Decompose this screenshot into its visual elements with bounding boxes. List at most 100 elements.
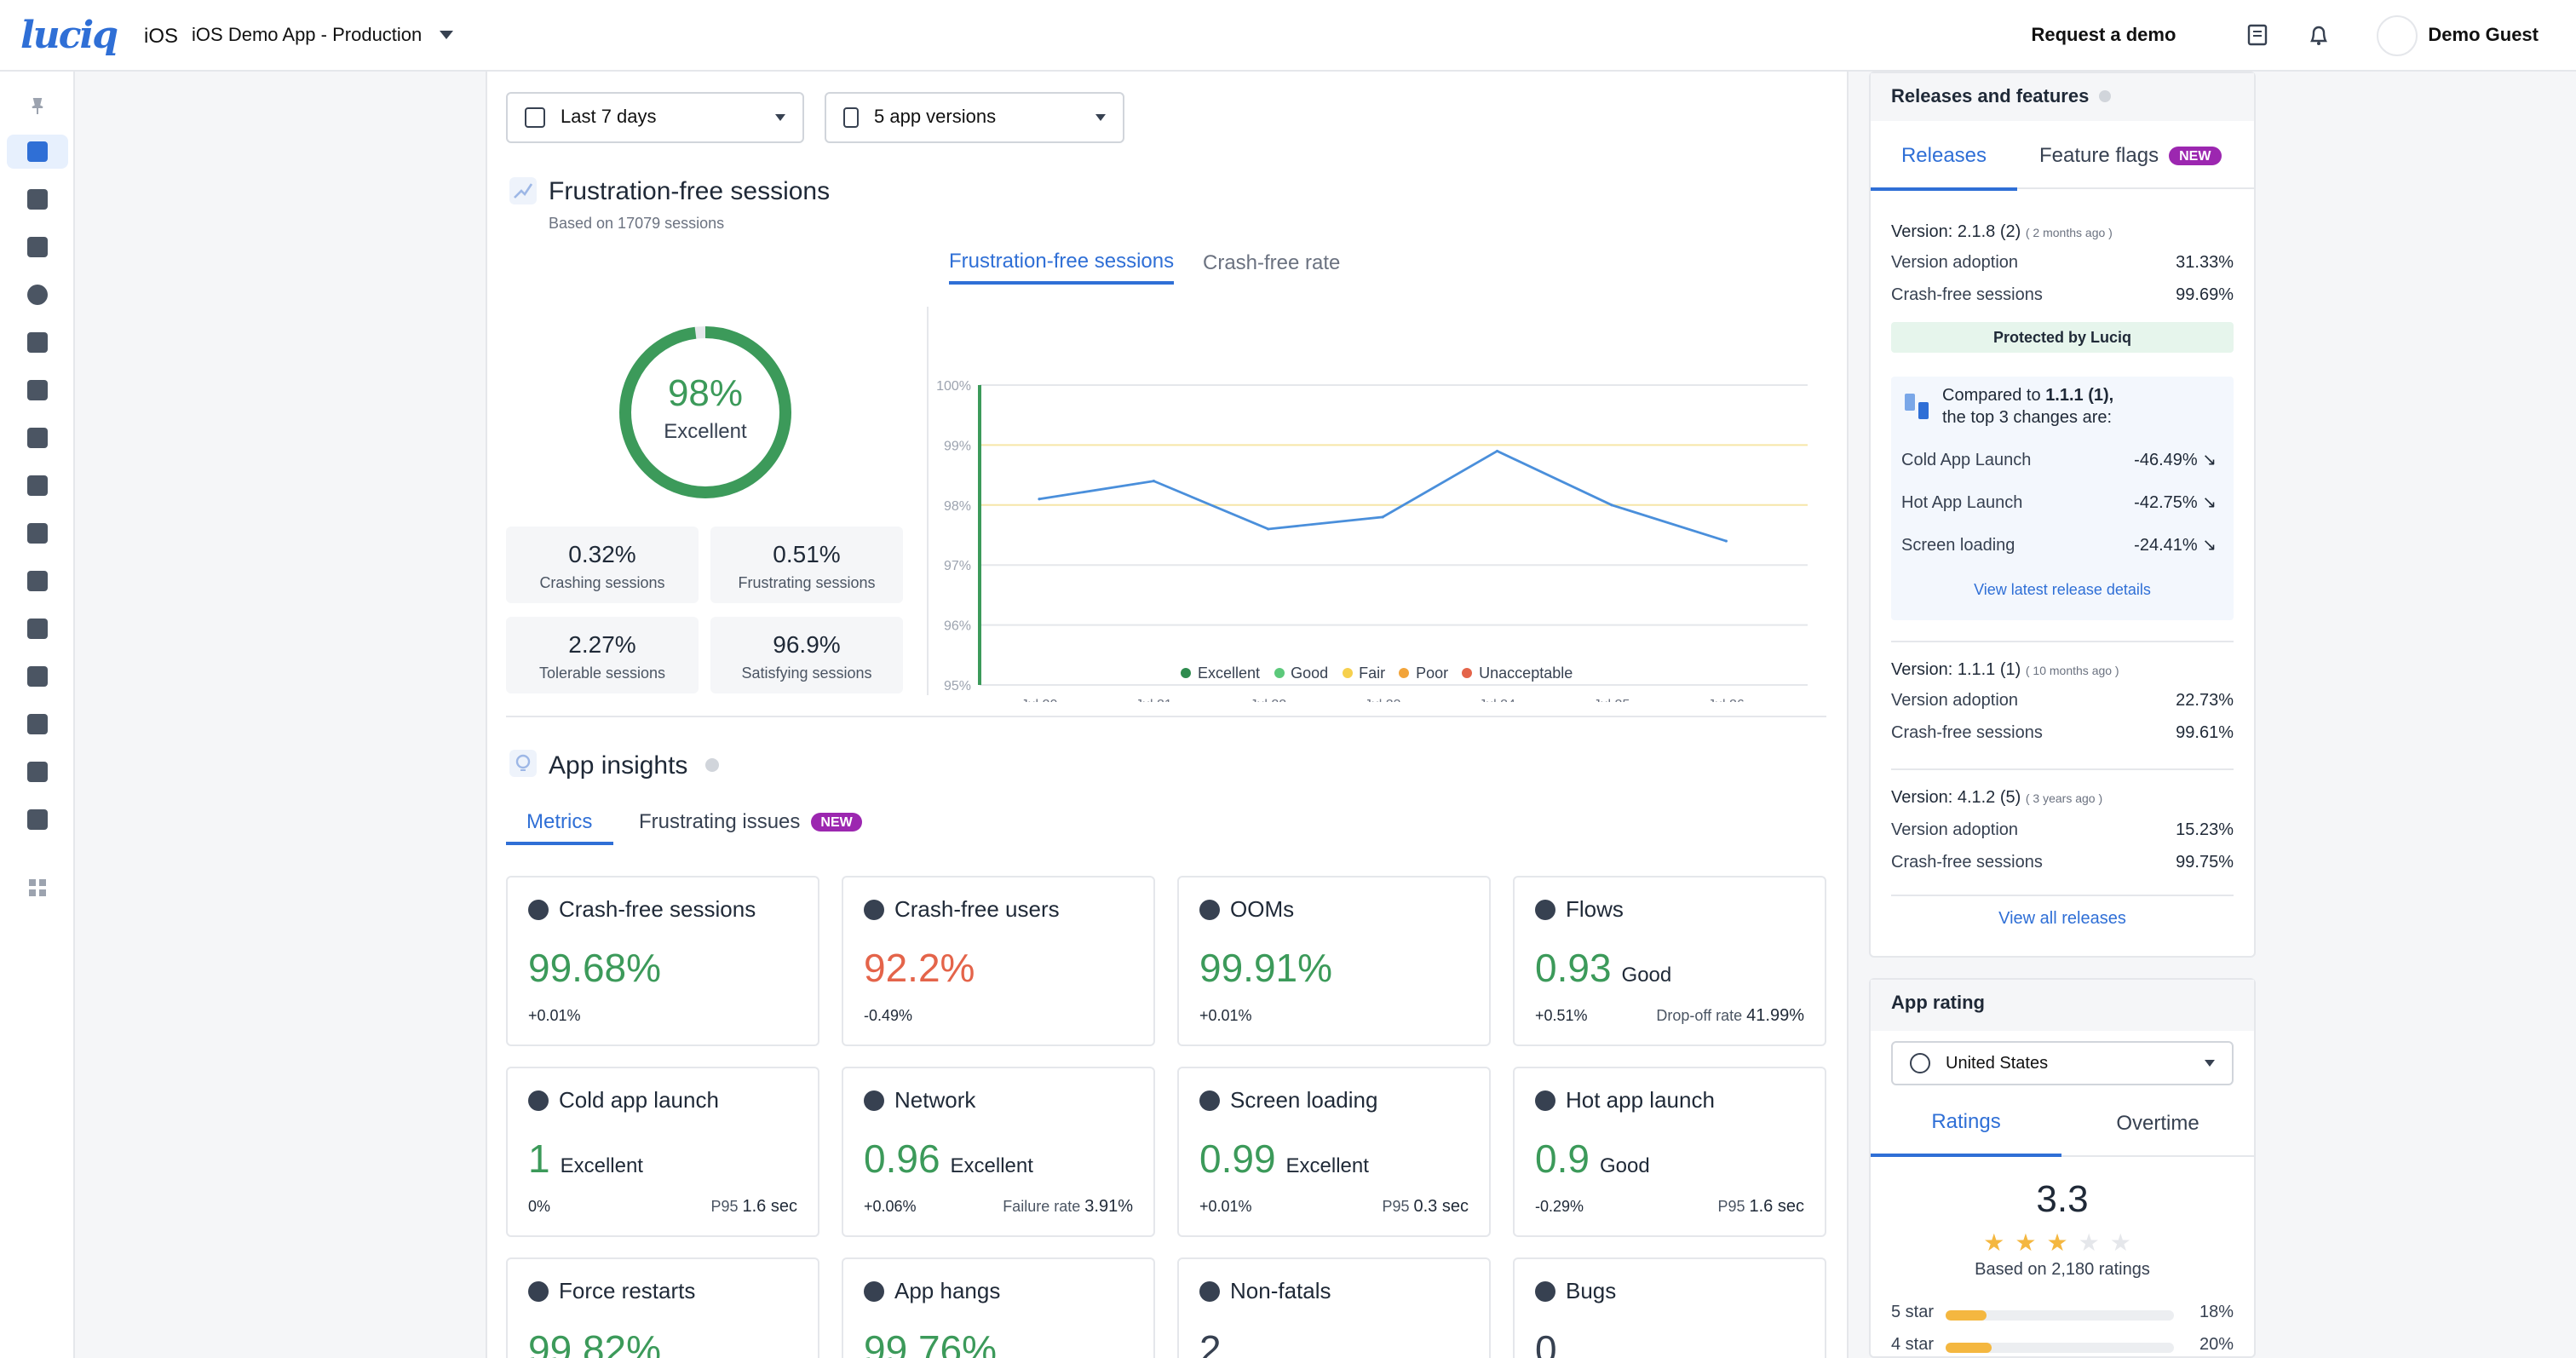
analytics-icon[interactable] (7, 755, 68, 789)
main-content: Last 7 days 5 app versions Frustration-f… (486, 72, 1849, 1358)
flows-icon[interactable] (7, 469, 68, 503)
grid-menu-icon[interactable] (7, 871, 68, 905)
metric-secondary: P95 1.6 sec (1717, 1198, 1804, 1217)
metric-card[interactable]: Bugs0New & in-progress (1513, 1257, 1826, 1358)
tab-feature-flags[interactable]: Feature flags NEW (2039, 143, 2222, 167)
users-icon[interactable] (7, 659, 68, 693)
screen-loading-icon[interactable] (7, 421, 68, 455)
metric-title: Cold app launch (528, 1087, 719, 1113)
logs-icon[interactable] (7, 707, 68, 741)
tab-releases[interactable]: Releases (1871, 143, 2017, 191)
dashboard-icon[interactable] (7, 135, 68, 169)
divider (1891, 768, 2234, 770)
y-tick-label: 97% (944, 559, 971, 573)
settings-list-icon[interactable] (7, 612, 68, 646)
feature-requests-icon[interactable] (7, 516, 68, 550)
stat-crashing: 0.32% Crashing sessions (506, 527, 699, 603)
surveys-icon[interactable] (7, 564, 68, 598)
star-icon: ★ (2046, 1229, 2079, 1256)
metric-delta: 0% (528, 1198, 551, 1215)
versions-select[interactable]: 5 app versions (825, 92, 1124, 143)
tab-overtime[interactable]: Overtime (2116, 1111, 2199, 1135)
info-icon[interactable] (705, 758, 719, 772)
request-demo-button[interactable]: Request a demo (2031, 25, 2176, 45)
platform-label: iOS (144, 23, 179, 47)
metric-card[interactable]: Screen loading 0.99 Excellent +0.01% P95 0.3… (1177, 1067, 1491, 1237)
compare-text-1: Compared to 1.1.1 (1), (1942, 387, 2114, 406)
metric-icon (864, 899, 884, 919)
metric-card[interactable]: Cold app launch 1 Excellent 0% P95 1.6 sec (506, 1067, 819, 1237)
metric-value: 99.91% (1199, 946, 1333, 990)
metric-card[interactable]: Crash-free users 92.2% -0.49% (842, 876, 1155, 1046)
ratings-count: Based on 2,180 ratings (1975, 1261, 2150, 1280)
version-adoption-row: Version adoption 15.23% (1891, 821, 2234, 840)
metric-card[interactable]: Crash-free sessions 99.68% +0.01% (506, 876, 819, 1046)
compare-box: Compared to 1.1.1 (1), the top 3 changes… (1891, 377, 2234, 620)
metric-value: 1 Excellent (528, 1136, 643, 1181)
version-title[interactable]: Version: 2.1.8 (2) ( 2 months ago ) (1891, 223, 2113, 242)
metric-title: Hot app launch (1535, 1087, 1715, 1113)
docs-icon[interactable] (2244, 21, 2271, 49)
app-selector[interactable]: iOS Demo App - Production (192, 25, 423, 45)
app-launch-icon[interactable] (7, 325, 68, 360)
tab-frustration-free[interactable]: Frustration-free sessions (949, 249, 1175, 285)
y-tick-label: 99% (944, 439, 971, 453)
date-range-select[interactable]: Last 7 days (506, 92, 804, 143)
divider (1891, 895, 2234, 896)
metric-card[interactable]: Non-fatals 2 (1177, 1257, 1491, 1358)
version-title[interactable]: Version: 1.1.1 (1) ( 10 months ago ) (1891, 661, 2119, 680)
metric-title: Crash-free users (864, 896, 1060, 922)
tab-metrics[interactable]: Metrics (506, 809, 613, 845)
metric-icon (1199, 1280, 1220, 1301)
view-latest-release-link[interactable]: View latest release details (1974, 581, 2151, 598)
metric-value: 0 (1535, 1327, 1557, 1358)
metric-delta: -0.29% (1535, 1198, 1584, 1215)
star-icon: ★ (2015, 1229, 2047, 1256)
integrations-icon[interactable] (7, 803, 68, 837)
legend-dot-icon (1399, 668, 1410, 678)
metric-icon (1535, 1090, 1555, 1110)
lightbulb-icon (509, 750, 537, 777)
luciq-logo[interactable]: luciq (20, 13, 118, 57)
star-rating: ★★★★★ (1871, 1229, 2254, 1257)
protected-badge: Protected by Luciq (1891, 322, 2234, 353)
metric-secondary: Failure rate 3.91% (1003, 1198, 1133, 1217)
metric-secondary: Drop-off rate 41.99% (1656, 1007, 1804, 1026)
frustration-gauge (619, 326, 791, 498)
change-row: Hot App Launch -42.75% ↘ (1901, 494, 2217, 513)
pin-icon[interactable] (7, 89, 68, 123)
rating-bar (1946, 1310, 2174, 1321)
insights-title: App insights (549, 751, 688, 780)
tab-frustrating-issues[interactable]: Frustrating issues NEW (639, 809, 863, 833)
metric-card[interactable]: Flows 0.93 Good +0.51% Drop-off rate 41.99% (1513, 876, 1826, 1046)
metric-value: 99.68% (528, 946, 662, 990)
chevron-down-icon[interactable] (439, 31, 453, 39)
view-all-releases-link[interactable]: View all releases (1998, 910, 2126, 929)
x-tick-label: Jul 21 (1136, 698, 1172, 702)
tab-crash-free-rate[interactable]: Crash-free rate (1203, 250, 1341, 274)
series-line (1038, 449, 1727, 543)
bell-icon[interactable] (2305, 21, 2332, 49)
avatar[interactable] (2377, 14, 2418, 55)
releases-icon[interactable] (7, 182, 68, 216)
y-tick-label: 100% (936, 379, 971, 394)
metric-title: Network (864, 1087, 975, 1113)
metric-card[interactable]: Network 0.96 Excellent +0.06% Failure rate 3… (842, 1067, 1155, 1237)
version-title[interactable]: Version: 4.1.2 (5) ( 3 years ago ) (1891, 789, 2103, 808)
user-name[interactable]: Demo Guest (2428, 25, 2539, 45)
metric-card[interactable]: OOMs 99.91% +0.01% (1177, 876, 1491, 1046)
metric-value: 99.76% (864, 1327, 998, 1358)
country-select[interactable]: United States (1891, 1041, 2234, 1085)
crash-icon[interactable] (7, 278, 68, 312)
arrow-down-right-icon: ↘ (2202, 494, 2217, 513)
rating-label: 5 star (1891, 1303, 1935, 1322)
metric-card[interactable]: Hot app launch 0.9 Good -0.29% P95 1.6 sec (1513, 1067, 1826, 1237)
network-icon[interactable] (7, 373, 68, 407)
tab-ratings[interactable]: Ratings (1871, 1109, 2061, 1157)
metric-value: 0.96 Excellent (864, 1136, 1033, 1181)
data-point (1267, 527, 1270, 531)
bug-icon[interactable] (7, 230, 68, 264)
compare-icon (1905, 394, 1929, 419)
